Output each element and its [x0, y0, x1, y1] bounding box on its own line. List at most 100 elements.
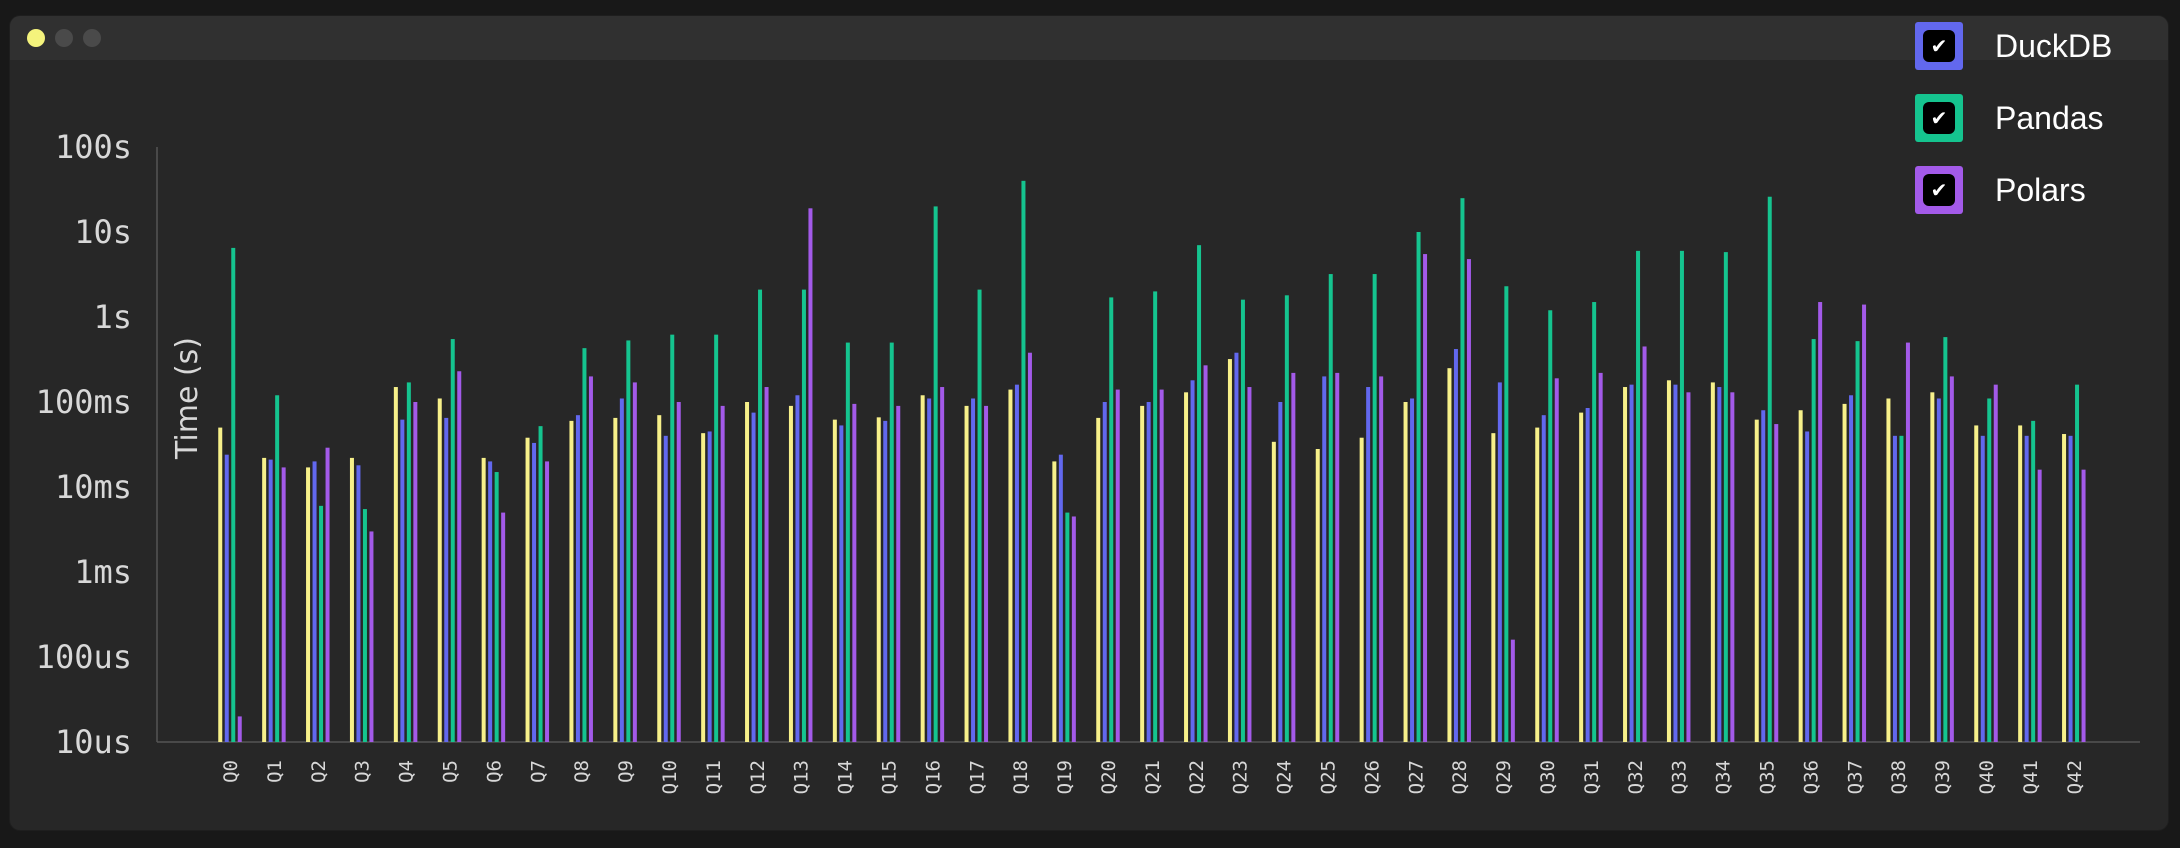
- bar[interactable]: [532, 442, 537, 742]
- bar[interactable]: [582, 348, 587, 742]
- bar[interactable]: [1717, 387, 1722, 742]
- bar[interactable]: [481, 457, 486, 742]
- bar[interactable]: [1140, 405, 1145, 742]
- bar[interactable]: [1798, 410, 1803, 742]
- bar[interactable]: [1271, 441, 1276, 742]
- bar[interactable]: [1491, 433, 1496, 742]
- bar[interactable]: [1886, 398, 1891, 742]
- legend-item-pandas[interactable]: ✔ Pandas: [1915, 94, 2104, 142]
- bar[interactable]: [400, 419, 405, 742]
- bar[interactable]: [1636, 250, 1641, 742]
- bar[interactable]: [845, 342, 850, 742]
- bar[interactable]: [1805, 431, 1810, 742]
- bar[interactable]: [1930, 392, 1935, 742]
- bar[interactable]: [1892, 435, 1897, 742]
- bar[interactable]: [575, 415, 580, 742]
- bar[interactable]: [1153, 291, 1158, 742]
- bar[interactable]: [494, 472, 499, 742]
- bar[interactable]: [632, 382, 637, 742]
- legend-item-polars[interactable]: ✔ Polars: [1915, 166, 2086, 214]
- bar[interactable]: [1974, 425, 1979, 742]
- bar[interactable]: [1993, 384, 1998, 742]
- bar[interactable]: [1247, 387, 1252, 742]
- bar[interactable]: [1379, 376, 1384, 742]
- bar[interactable]: [1102, 402, 1107, 742]
- bar[interactable]: [1943, 337, 1948, 742]
- bar[interactable]: [1642, 346, 1647, 742]
- bar[interactable]: [940, 387, 945, 742]
- bar[interactable]: [1021, 180, 1026, 743]
- bar[interactable]: [1936, 398, 1941, 742]
- bar[interactable]: [663, 435, 668, 742]
- bar[interactable]: [1862, 304, 1867, 742]
- bar[interactable]: [1197, 245, 1202, 742]
- bar[interactable]: [1284, 295, 1289, 742]
- bar[interactable]: [319, 505, 324, 742]
- bar[interactable]: [1184, 392, 1189, 742]
- bar[interactable]: [1535, 427, 1540, 742]
- bar[interactable]: [268, 459, 273, 742]
- bar[interactable]: [801, 289, 806, 742]
- bar[interactable]: [657, 415, 662, 742]
- bar[interactable]: [2018, 425, 2023, 742]
- bar[interactable]: [1453, 349, 1458, 742]
- bar[interactable]: [1579, 412, 1584, 742]
- bar[interactable]: [450, 339, 455, 742]
- bar[interactable]: [1372, 274, 1377, 742]
- bar[interactable]: [920, 395, 925, 742]
- bar[interactable]: [1754, 419, 1759, 742]
- bar[interactable]: [501, 512, 506, 742]
- bar[interactable]: [406, 382, 411, 742]
- bar[interactable]: [795, 395, 800, 742]
- bar[interactable]: [1554, 378, 1559, 742]
- bar[interactable]: [369, 531, 374, 742]
- bar[interactable]: [1115, 389, 1120, 742]
- bar[interactable]: [1096, 417, 1101, 742]
- bar[interactable]: [2031, 420, 2036, 742]
- bar[interactable]: [707, 431, 712, 742]
- bar[interactable]: [714, 334, 719, 742]
- bar[interactable]: [275, 395, 280, 742]
- bar[interactable]: [457, 371, 462, 742]
- bar[interactable]: [262, 457, 267, 742]
- bar[interactable]: [413, 402, 418, 742]
- maximize-window-button[interactable]: [83, 29, 101, 47]
- bar[interactable]: [1497, 382, 1502, 742]
- bar[interactable]: [1510, 639, 1515, 742]
- bar[interactable]: [1315, 448, 1320, 742]
- bar[interactable]: [545, 461, 550, 742]
- bar[interactable]: [1008, 389, 1013, 742]
- bar[interactable]: [1410, 398, 1415, 742]
- bar[interactable]: [964, 405, 969, 742]
- bar[interactable]: [349, 457, 354, 742]
- bar[interactable]: [444, 417, 449, 742]
- bar[interactable]: [1159, 389, 1164, 742]
- bar[interactable]: [2062, 434, 2067, 742]
- bar[interactable]: [1366, 387, 1371, 742]
- bar[interactable]: [1071, 516, 1076, 742]
- bar[interactable]: [1730, 392, 1735, 742]
- bar[interactable]: [1322, 376, 1327, 742]
- bar[interactable]: [2068, 435, 2073, 742]
- bar[interactable]: [676, 402, 681, 742]
- bar[interactable]: [2037, 469, 2042, 742]
- bar[interactable]: [927, 398, 932, 742]
- bar[interactable]: [1359, 437, 1364, 742]
- bar[interactable]: [984, 405, 989, 742]
- bar[interactable]: [1065, 512, 1070, 742]
- bar[interactable]: [1466, 259, 1471, 742]
- bar[interactable]: [1774, 424, 1779, 742]
- bar[interactable]: [1629, 384, 1634, 742]
- bar[interactable]: [2075, 384, 2080, 742]
- bar[interactable]: [1109, 297, 1114, 742]
- bar[interactable]: [933, 206, 938, 742]
- bar[interactable]: [362, 509, 367, 742]
- bar[interactable]: [1447, 368, 1452, 742]
- bar[interactable]: [218, 427, 223, 742]
- bar[interactable]: [1899, 435, 1904, 742]
- bar[interactable]: [720, 405, 725, 742]
- bar[interactable]: [569, 420, 574, 742]
- bar[interactable]: [1849, 395, 1854, 742]
- bar[interactable]: [1598, 372, 1603, 742]
- bar[interactable]: [832, 419, 837, 742]
